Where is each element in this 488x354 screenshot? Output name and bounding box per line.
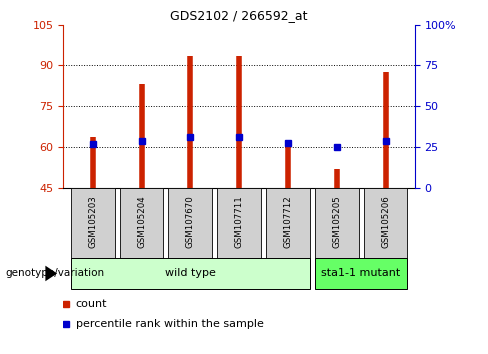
Bar <box>266 188 310 258</box>
Text: genotype/variation: genotype/variation <box>5 268 104 279</box>
Text: percentile rank within the sample: percentile rank within the sample <box>76 319 264 329</box>
Bar <box>168 188 212 258</box>
Bar <box>315 188 359 258</box>
Title: GDS2102 / 266592_at: GDS2102 / 266592_at <box>170 9 308 22</box>
Text: sta1-1 mutant: sta1-1 mutant <box>322 268 401 279</box>
Bar <box>315 258 407 289</box>
Text: GSM105205: GSM105205 <box>332 195 341 248</box>
Bar <box>71 258 310 289</box>
Text: GSM105206: GSM105206 <box>381 195 390 248</box>
Text: GSM107670: GSM107670 <box>186 195 195 248</box>
Text: GSM107711: GSM107711 <box>235 195 244 248</box>
Text: GSM105203: GSM105203 <box>88 195 97 248</box>
Polygon shape <box>45 266 57 281</box>
Text: GSM105204: GSM105204 <box>137 195 146 248</box>
Bar <box>120 188 163 258</box>
Text: wild type: wild type <box>165 268 216 279</box>
Bar <box>364 188 407 258</box>
Bar <box>217 188 261 258</box>
Text: count: count <box>76 299 107 309</box>
Text: GSM107712: GSM107712 <box>284 195 292 248</box>
Bar <box>71 188 115 258</box>
